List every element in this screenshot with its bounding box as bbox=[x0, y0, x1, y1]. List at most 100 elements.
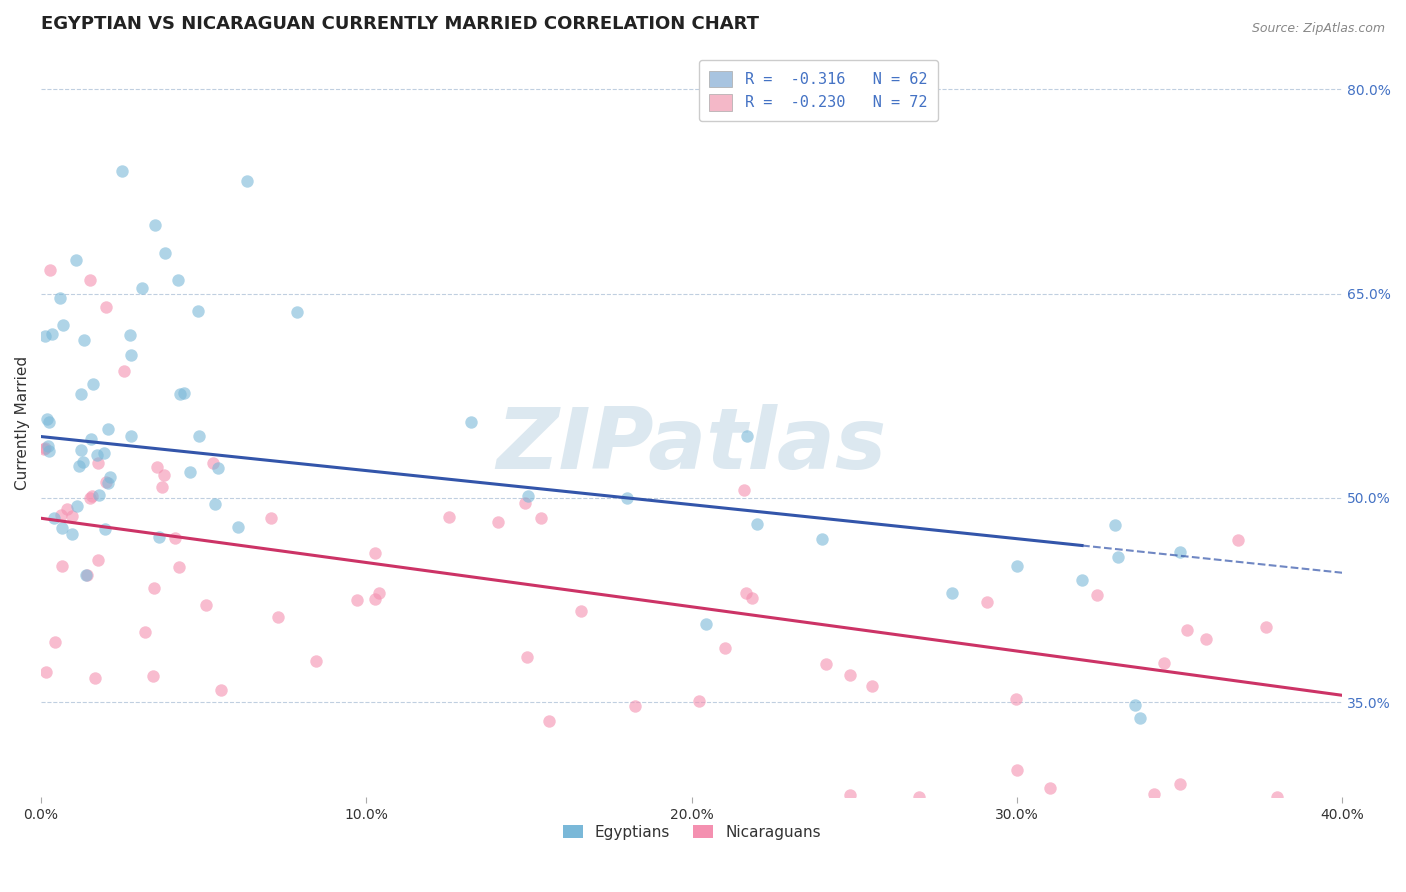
Point bbox=[60, 527, 83, 541]
Point bbox=[38, 415, 60, 429]
Point bbox=[34, 328, 56, 343]
Point bbox=[839, 668, 862, 682]
Point bbox=[89, 487, 111, 501]
Point bbox=[1005, 763, 1028, 777]
Text: ZIPatlas: ZIPatlas bbox=[496, 404, 887, 487]
Point bbox=[1129, 711, 1152, 725]
Point bbox=[976, 595, 998, 609]
Point bbox=[131, 281, 153, 295]
Point bbox=[38, 263, 60, 277]
Point bbox=[169, 387, 191, 401]
Point bbox=[737, 429, 759, 443]
Point bbox=[1104, 518, 1126, 533]
Point bbox=[1123, 698, 1146, 712]
Point bbox=[93, 446, 115, 460]
Point bbox=[82, 377, 104, 392]
Point bbox=[35, 412, 58, 426]
Point bbox=[1265, 790, 1288, 805]
Point bbox=[118, 328, 141, 343]
Point bbox=[120, 348, 142, 362]
Point bbox=[1071, 573, 1094, 587]
Point bbox=[73, 334, 96, 348]
Point bbox=[67, 459, 90, 474]
Point bbox=[134, 625, 156, 640]
Point bbox=[65, 252, 87, 267]
Point bbox=[1195, 632, 1218, 647]
Point bbox=[44, 635, 66, 649]
Point bbox=[42, 510, 65, 524]
Point bbox=[163, 531, 186, 545]
Point bbox=[266, 610, 288, 624]
Point bbox=[34, 442, 56, 456]
Point bbox=[187, 304, 209, 318]
Point bbox=[734, 585, 756, 599]
Point bbox=[79, 273, 101, 287]
Point bbox=[66, 500, 89, 514]
Point bbox=[1085, 588, 1108, 602]
Point bbox=[34, 665, 56, 679]
Text: EGYPTIAN VS NICARAGUAN CURRENTLY MARRIED CORRELATION CHART: EGYPTIAN VS NICARAGUAN CURRENTLY MARRIED… bbox=[41, 15, 759, 33]
Point bbox=[94, 475, 117, 490]
Point bbox=[83, 672, 105, 686]
Point bbox=[837, 819, 859, 833]
Point bbox=[179, 465, 201, 479]
Point bbox=[1005, 558, 1028, 573]
Point bbox=[745, 516, 768, 531]
Point bbox=[204, 497, 226, 511]
Point bbox=[82, 489, 104, 503]
Point bbox=[38, 443, 60, 458]
Point bbox=[87, 456, 110, 470]
Point bbox=[96, 300, 118, 314]
Point bbox=[488, 515, 510, 529]
Point bbox=[1175, 624, 1198, 638]
Point bbox=[209, 683, 232, 698]
Point bbox=[688, 694, 710, 708]
Point bbox=[814, 657, 837, 671]
Point bbox=[150, 480, 173, 494]
Point bbox=[838, 788, 860, 802]
Point bbox=[49, 291, 72, 305]
Point bbox=[1107, 550, 1129, 565]
Point bbox=[364, 546, 387, 560]
Point bbox=[112, 364, 135, 378]
Point bbox=[1071, 804, 1094, 818]
Point bbox=[49, 508, 72, 523]
Point bbox=[72, 455, 94, 469]
Point bbox=[1143, 787, 1166, 801]
Point bbox=[733, 483, 755, 497]
Point bbox=[364, 592, 387, 607]
Point bbox=[143, 219, 166, 233]
Legend: Egyptians, Nicaraguans: Egyptians, Nicaraguans bbox=[557, 819, 827, 846]
Point bbox=[569, 604, 592, 618]
Point bbox=[538, 714, 561, 728]
Point bbox=[52, 318, 75, 332]
Point bbox=[1227, 533, 1250, 548]
Point bbox=[167, 560, 190, 574]
Point bbox=[513, 496, 536, 510]
Point bbox=[1039, 780, 1062, 795]
Point bbox=[34, 441, 56, 455]
Y-axis label: Currently Married: Currently Married bbox=[15, 356, 30, 490]
Point bbox=[173, 385, 195, 400]
Point bbox=[860, 679, 883, 693]
Point bbox=[517, 489, 540, 503]
Point bbox=[259, 510, 281, 524]
Point bbox=[80, 432, 103, 446]
Point bbox=[86, 448, 108, 462]
Point bbox=[226, 520, 249, 534]
Point bbox=[87, 552, 110, 566]
Point bbox=[695, 617, 717, 632]
Point bbox=[146, 460, 169, 475]
Point bbox=[153, 245, 176, 260]
Point bbox=[516, 650, 538, 665]
Point bbox=[236, 174, 259, 188]
Point bbox=[142, 669, 165, 683]
Point bbox=[1168, 777, 1191, 791]
Point bbox=[98, 470, 121, 484]
Point bbox=[97, 422, 120, 436]
Text: Source: ZipAtlas.com: Source: ZipAtlas.com bbox=[1251, 22, 1385, 36]
Point bbox=[346, 593, 368, 607]
Point bbox=[202, 456, 225, 470]
Point bbox=[713, 640, 735, 655]
Point bbox=[616, 491, 638, 505]
